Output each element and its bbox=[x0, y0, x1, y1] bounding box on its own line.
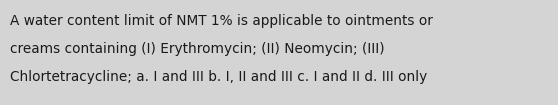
Text: creams containing (I) Erythromycin; (II) Neomycin; (III): creams containing (I) Erythromycin; (II)… bbox=[10, 42, 384, 56]
Text: A water content limit of NMT 1% is applicable to ointments or: A water content limit of NMT 1% is appli… bbox=[10, 14, 433, 28]
Text: Chlortetracycline; a. I and III b. I, II and III c. I and II d. III only: Chlortetracycline; a. I and III b. I, II… bbox=[10, 70, 427, 84]
